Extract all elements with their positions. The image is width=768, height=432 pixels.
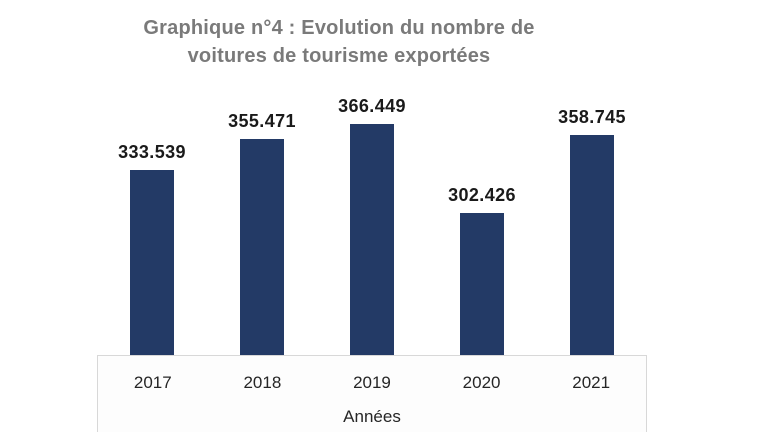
x-axis-box: 2017 2018 2019 2020 2021 Années — [97, 355, 647, 432]
bar-value-label-2020: 302.426 — [448, 185, 516, 205]
chart-title: Graphique n°4 : Evolution du nombre de v… — [0, 14, 678, 70]
bar-2018 — [240, 139, 284, 355]
bar-2017 — [130, 170, 174, 355]
bar-group-2019: 366.449 — [317, 96, 427, 355]
chart-title-line2: voitures de tourisme exportées — [187, 45, 491, 67]
plot-area: 333.539 355.471 366.449 302.426 358.745 — [97, 96, 647, 355]
x-tick-2019: 2019 — [353, 373, 391, 392]
x-tick-2021: 2021 — [572, 373, 611, 392]
x-tick-2020: 2020 — [462, 373, 501, 392]
x-axis-title: Années — [343, 407, 401, 426]
bar-group-2018: 355.471 — [207, 111, 317, 355]
bar-value-label-2018: 355.471 — [228, 111, 296, 131]
bar-2020 — [460, 213, 504, 355]
bar-group-2017: 333.539 — [97, 142, 207, 355]
bar-group-2020: 302.426 — [427, 185, 537, 355]
x-axis-tick-row: 2017 2018 2019 2020 2021 — [98, 373, 646, 393]
bar-2021 — [570, 135, 614, 355]
bar-value-label-2021: 358.745 — [558, 107, 626, 127]
bar-value-label-2017: 333.539 — [118, 142, 186, 162]
x-tick-2018: 2018 — [243, 373, 282, 392]
bar-value-label-2019: 366.449 — [338, 96, 406, 116]
chart-title-line1: Graphique n°4 : Evolution du nombre de — [143, 17, 535, 39]
x-tick-2017: 2017 — [133, 373, 172, 392]
bar-2019 — [350, 124, 394, 355]
bar-group-2021: 358.745 — [537, 107, 647, 355]
